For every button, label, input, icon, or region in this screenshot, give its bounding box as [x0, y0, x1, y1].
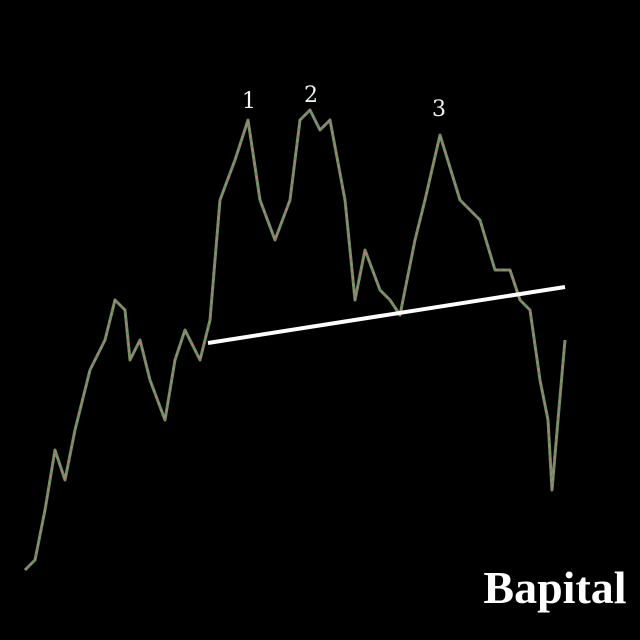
peak-label: 3	[432, 97, 446, 122]
support-line	[207, 285, 566, 345]
peak-label: 1	[242, 89, 256, 114]
price-path-wicks	[24, 108, 566, 571]
peak-label: 2	[304, 83, 318, 108]
watermark: Bapital	[483, 562, 626, 613]
